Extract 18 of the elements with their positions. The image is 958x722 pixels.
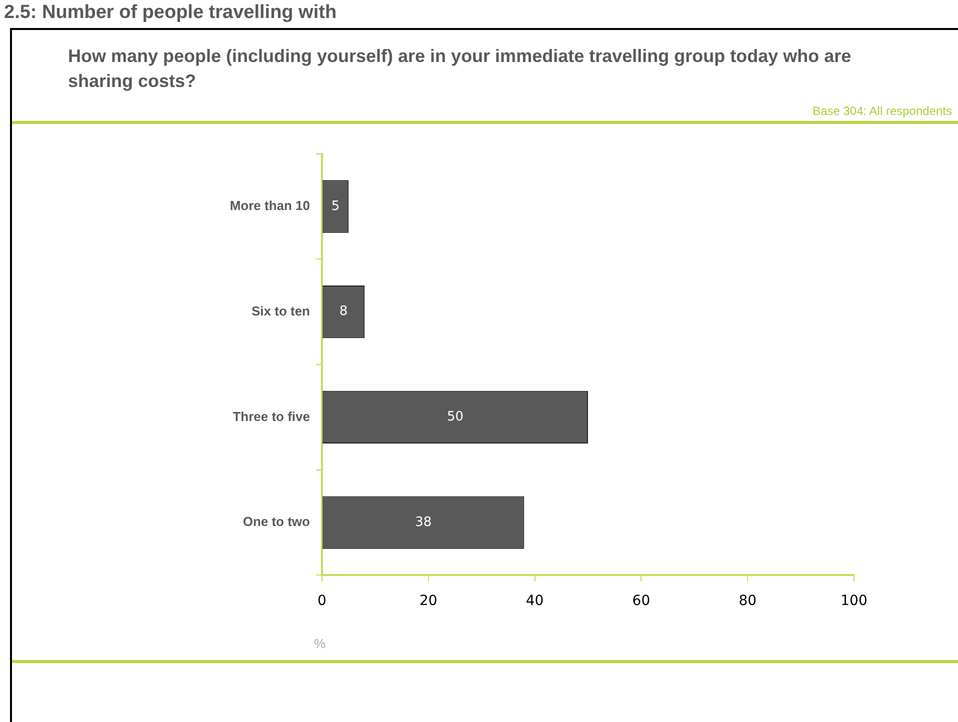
x-tick-label: 80 xyxy=(738,593,757,610)
x-tick-label: 40 xyxy=(526,593,544,610)
data-label: 38 xyxy=(415,514,432,530)
data-label: 8 xyxy=(339,304,348,320)
y-tick-label: Three to five xyxy=(232,408,310,424)
data-label: 50 xyxy=(446,410,464,425)
y-tick-label: More than 10 xyxy=(230,198,310,214)
text: Base 304: All respondents xyxy=(812,104,952,118)
y-tick-label: Six to ten xyxy=(251,303,310,318)
y-tick-label: One to two xyxy=(242,514,310,530)
data-label: 5 xyxy=(331,198,340,214)
x-axis-title: % xyxy=(314,636,326,651)
x-tick-label: 20 xyxy=(419,593,438,610)
x-tick-label: 100 xyxy=(840,593,868,610)
x-tick-label: 0 xyxy=(318,593,326,610)
chart-title: 2.5: Number of people travelling with xyxy=(4,2,337,24)
chart-subtitle: How many people (including yourself) are in your immediate travelling group today who are sharing costs? xyxy=(68,45,852,93)
x-tick-label: 60 xyxy=(632,593,650,610)
